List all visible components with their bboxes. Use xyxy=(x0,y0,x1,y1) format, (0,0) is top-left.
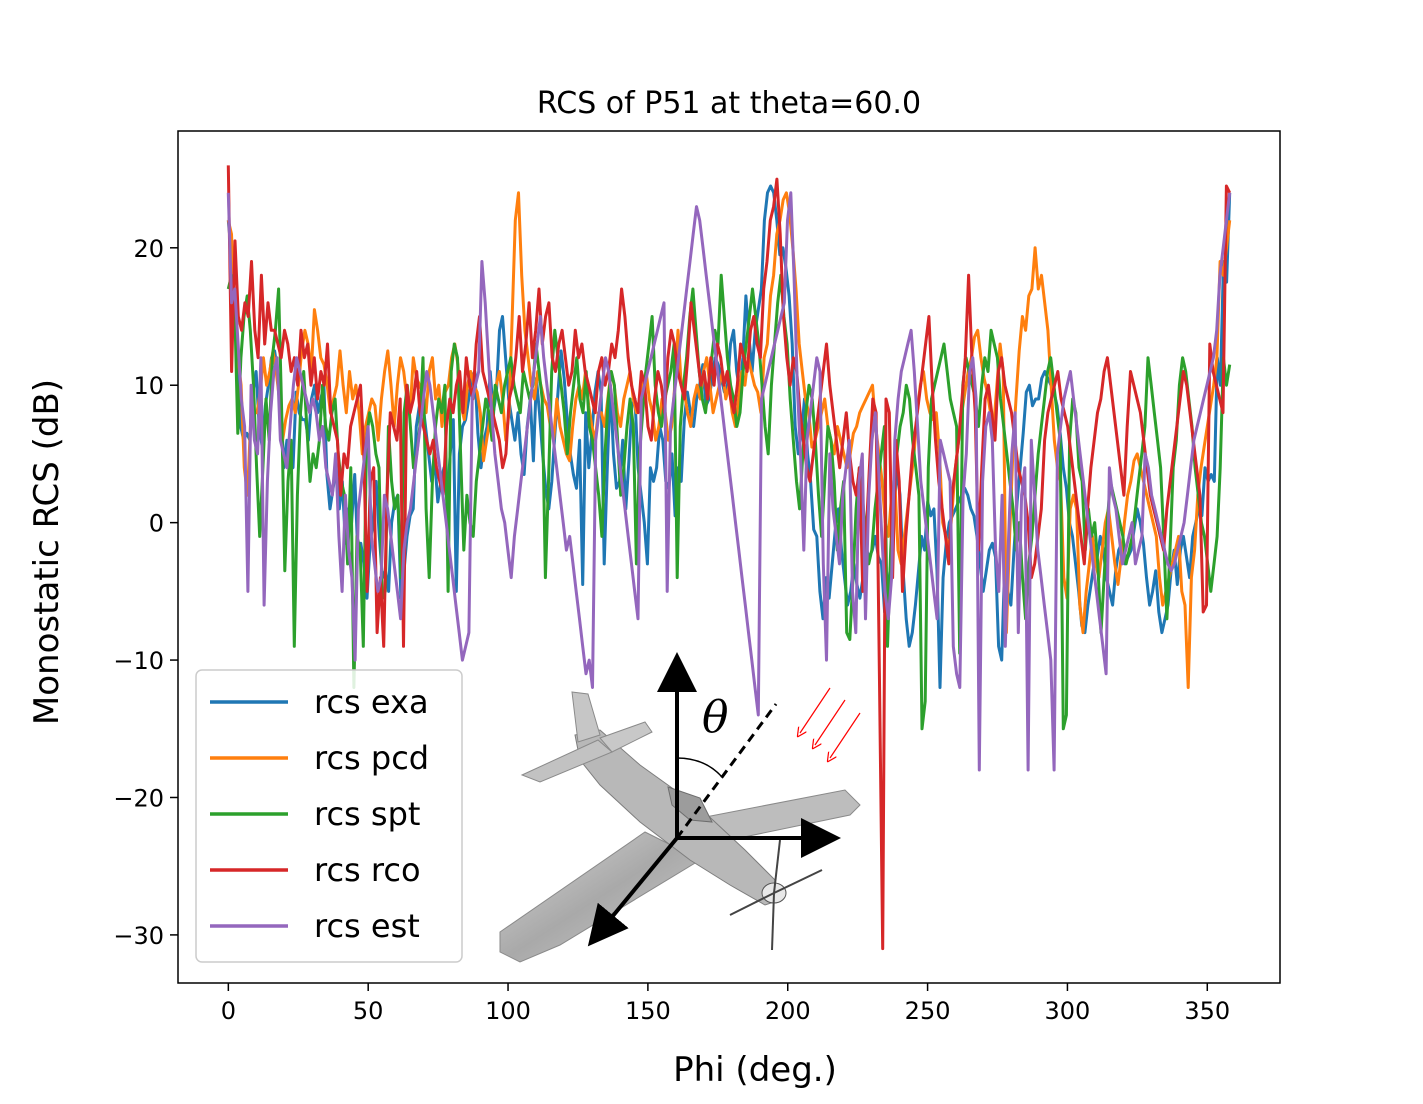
legend-label: rcs rco xyxy=(314,851,421,889)
y-tick-label: −10 xyxy=(113,647,164,675)
x-tick-label: 100 xyxy=(485,997,531,1025)
x-tick-label: 150 xyxy=(625,997,671,1025)
x-tick-label: 50 xyxy=(353,997,384,1025)
series-line-rcs-est xyxy=(226,191,1232,772)
legend-label: rcs pcd xyxy=(314,739,429,777)
incident-wave-arrows-icon xyxy=(800,687,861,758)
y-axis: −30 −20 −10 0 10 20 xyxy=(113,235,178,950)
legend-box xyxy=(195,669,463,963)
legend: rcs exa rcs pcd rcs spt rcs rco rcs est xyxy=(195,669,463,963)
x-tick-label: 250 xyxy=(905,997,951,1025)
x-tick-label: 300 xyxy=(1045,997,1091,1025)
x-tick-label: 350 xyxy=(1184,997,1230,1025)
y-tick-label: 10 xyxy=(133,372,164,400)
aircraft-inset: θ xyxy=(499,652,861,963)
x-axis-title: Phi (deg.) xyxy=(673,1050,837,1090)
series-line-rcs-spt xyxy=(226,273,1232,731)
theta-label: θ xyxy=(702,692,729,743)
theta-arc xyxy=(676,757,723,778)
x-tick-label: 0 xyxy=(221,997,236,1025)
legend-label: rcs exa xyxy=(314,683,429,721)
x-tick-label: 200 xyxy=(765,997,811,1025)
x-axis: 0 50 100 150 200 250 300 350 xyxy=(221,983,1230,1025)
y-tick-label: −20 xyxy=(113,784,164,812)
series-group xyxy=(226,165,1232,951)
chart-title: RCS of P51 at theta=60.0 xyxy=(537,86,921,121)
y-tick-label: 20 xyxy=(133,235,164,263)
y-tick-label: −30 xyxy=(113,922,164,950)
incidence-direction-line xyxy=(675,703,778,839)
x-axis-arrow xyxy=(587,836,679,947)
y-tick-label: 0 xyxy=(149,510,164,538)
legend-label: rcs est xyxy=(314,907,420,945)
legend-label: rcs spt xyxy=(314,795,420,833)
y-axis-title: Monostatic RCS (dB) xyxy=(27,379,67,725)
